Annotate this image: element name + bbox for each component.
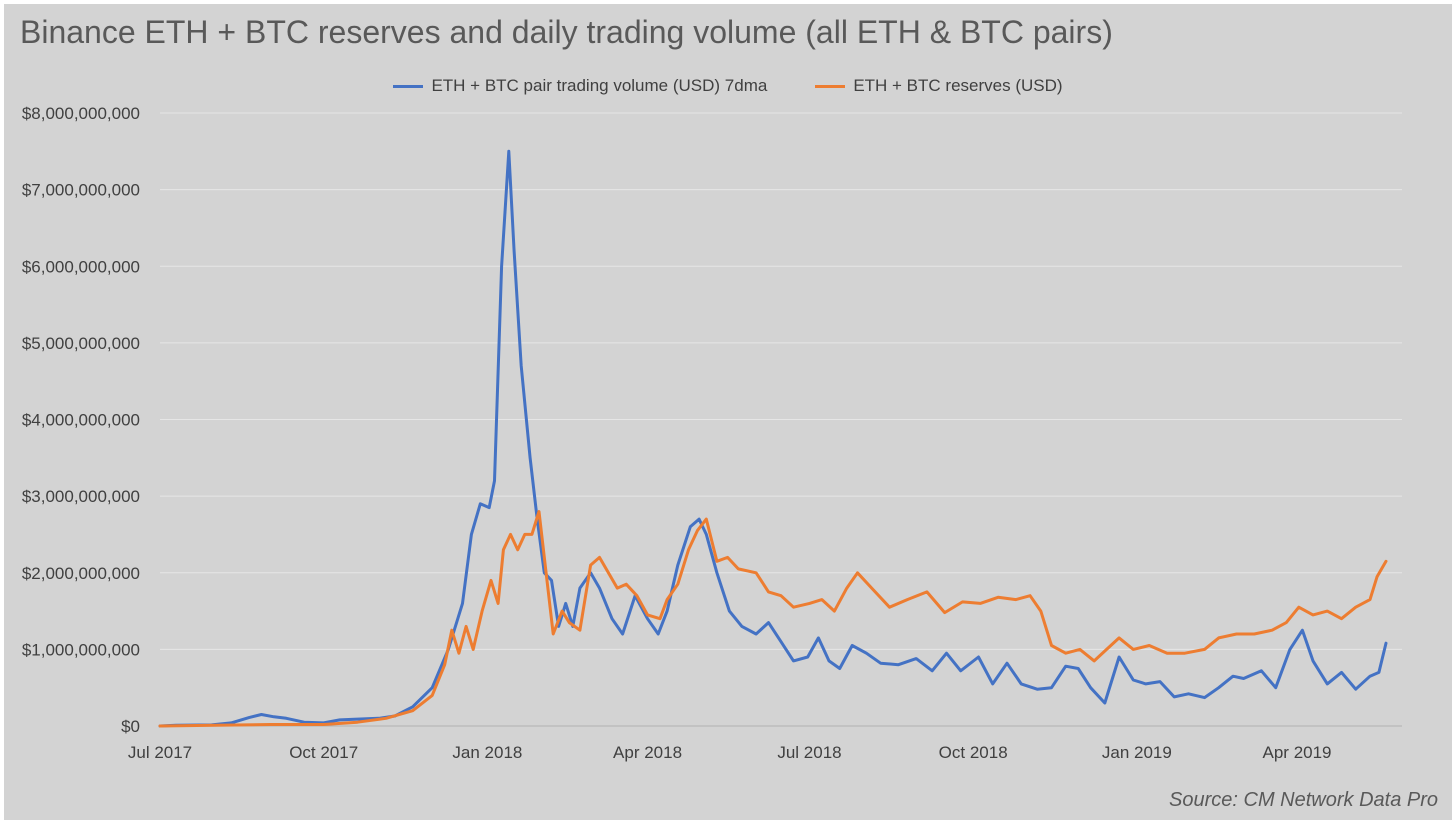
series-lines [158, 149, 1388, 728]
x-tick-label: Apr 2018 [613, 743, 682, 762]
x-axis-ticks: Jul 2017 Oct 2017 Jan 2018 Apr 2018 Jul 2018… [128, 743, 1332, 762]
legend-swatch-reserves [815, 84, 846, 88]
legend-label-volume: ETH + BTC pair trading volume (USD) 7dma [431, 76, 768, 95]
series-line-volume [158, 149, 1388, 728]
source-note: Source: CM Network Data Pro [1169, 789, 1438, 811]
y-tick-label: $5,000,000,000 [22, 334, 140, 353]
x-tick-label: Jan 2019 [1102, 743, 1172, 762]
chart-legend: ETH + BTC pair trading volume (USD) 7dma… [4, 76, 1452, 96]
y-axis-ticks: $0 $1,000,000,000 $2,000,000,000 $3,000,000… [22, 104, 140, 736]
x-tick-label: Oct 2017 [289, 743, 358, 762]
y-tick-label: $3,000,000,000 [22, 487, 140, 506]
y-tick-label: $8,000,000,000 [22, 104, 140, 123]
y-tick-label: $2,000,000,000 [22, 564, 140, 583]
chart-title: Binance ETH + BTC reserves and daily tra… [20, 14, 1113, 50]
y-tick-label: $0 [121, 717, 140, 736]
y-tick-label: $4,000,000,000 [22, 411, 140, 430]
legend-swatch-volume [393, 84, 424, 88]
series-line-reserves [158, 510, 1388, 728]
x-tick-label: Jan 2018 [452, 743, 522, 762]
x-tick-label: Oct 2018 [939, 743, 1008, 762]
x-tick-label: Apr 2019 [1263, 743, 1332, 762]
y-tick-label: $7,000,000,000 [22, 181, 140, 200]
chart-frame: Binance ETH + BTC reserves and daily tra… [4, 4, 1452, 820]
x-tick-label: Jul 2018 [777, 743, 841, 762]
legend-item-reserves[interactable]: ETH + BTC reserves (USD) [815, 76, 1063, 96]
legend-item-volume[interactable]: ETH + BTC pair trading volume (USD) 7dma [393, 76, 767, 96]
legend-label-reserves: ETH + BTC reserves (USD) [853, 76, 1063, 95]
gridlines [160, 112, 1402, 727]
x-tick-label: Jul 2017 [128, 743, 192, 762]
y-tick-label: $6,000,000,000 [22, 257, 140, 276]
y-tick-label: $1,000,000,000 [22, 640, 140, 659]
